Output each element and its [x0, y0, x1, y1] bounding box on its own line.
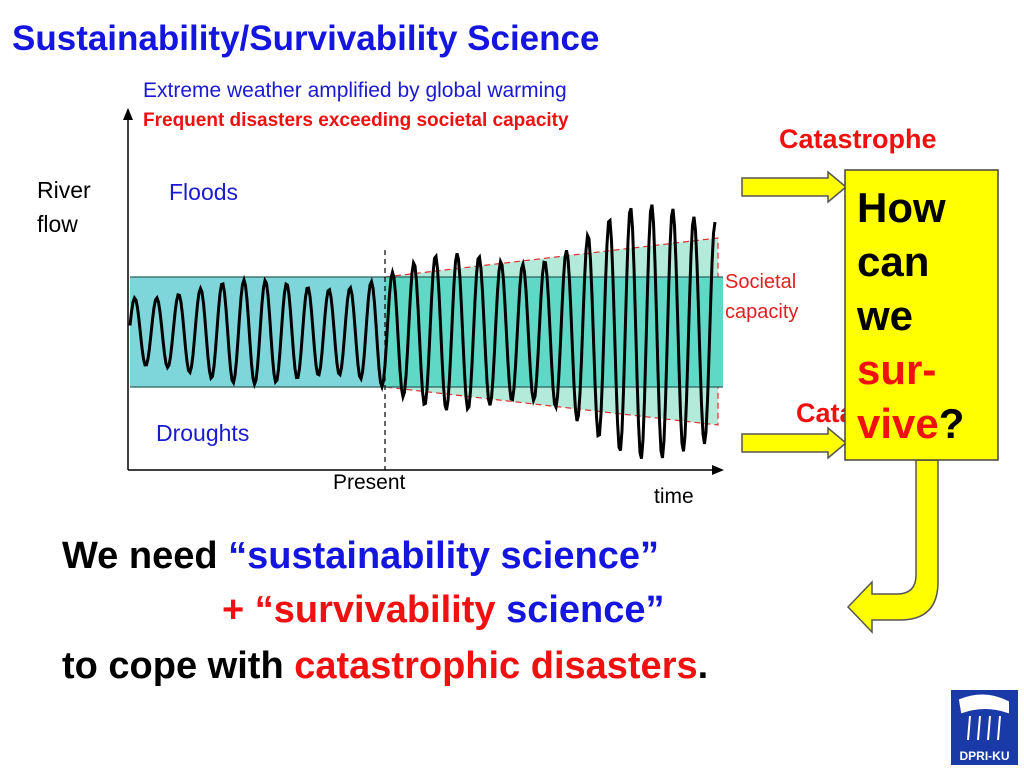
message-part: to cope with	[62, 645, 294, 687]
logo-icon	[958, 694, 1009, 741]
droughts-label: Droughts	[156, 420, 249, 446]
message-part: + “	[222, 589, 274, 631]
message-line: + “survivability science”	[222, 589, 665, 631]
y-label: flow	[37, 211, 78, 237]
arrow	[741, 426, 848, 460]
arrow	[741, 170, 848, 204]
capacity-label: capacity	[725, 301, 798, 323]
callout-line: we	[856, 292, 913, 339]
slide-title: Sustainability/Survivability Science	[12, 19, 599, 58]
x-arrow	[712, 465, 724, 475]
message-line: to cope with catastrophic disasters.	[62, 645, 708, 687]
callout-line: sur-	[857, 346, 936, 393]
message-line: We need “sustainability science”	[62, 535, 659, 577]
callout-line: How	[857, 184, 946, 231]
present-label: Present	[333, 471, 406, 494]
callout-mark: ?	[939, 400, 965, 447]
logo-text: DPRI-KU	[960, 749, 1010, 763]
subtitle: Extreme weather amplified by global warm…	[143, 79, 567, 102]
present-capacity-band	[385, 277, 723, 387]
callout-word: vive	[857, 400, 939, 447]
message-part: .	[698, 645, 709, 687]
message-part: survivability	[274, 589, 496, 631]
river-flow-curve	[128, 204, 717, 459]
upper-outcome: Catastrophe	[779, 124, 937, 154]
message-part: “sustainability science”	[228, 535, 659, 577]
y-arrow	[123, 108, 133, 120]
callout-line: vive?	[857, 400, 964, 447]
curved-arrow	[846, 459, 939, 634]
message-part: We need	[62, 535, 228, 577]
y-label: River	[37, 177, 91, 203]
x-label: time	[654, 485, 694, 508]
message-part: science”	[496, 589, 665, 631]
message-part: catastrophic disasters	[294, 645, 697, 687]
warning: Frequent disasters exceeding societal ca…	[143, 110, 569, 131]
capacity-label: Societal	[725, 271, 796, 293]
callout-box	[844, 169, 999, 461]
floods-label: Floods	[169, 179, 238, 205]
callout-line: can	[857, 238, 929, 285]
